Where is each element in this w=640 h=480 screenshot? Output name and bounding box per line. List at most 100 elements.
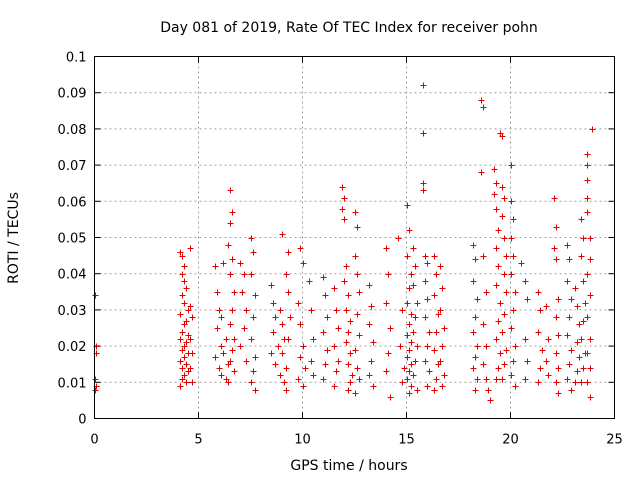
data-point <box>248 336 255 343</box>
data-point <box>331 285 338 292</box>
data-point <box>216 365 223 372</box>
data-point <box>227 220 234 227</box>
data-point <box>439 383 446 390</box>
data-point <box>439 343 446 350</box>
data-point <box>487 397 494 404</box>
data-point <box>414 343 421 350</box>
data-point <box>433 329 440 336</box>
data-point <box>181 300 188 307</box>
data-point <box>189 314 196 321</box>
data-point <box>422 253 429 260</box>
data-point <box>352 347 359 354</box>
data-point <box>412 263 419 270</box>
data-point <box>580 318 587 325</box>
data-point <box>424 260 431 267</box>
data-point <box>248 379 255 386</box>
data-point <box>543 358 550 365</box>
data-point <box>406 368 413 375</box>
data-point <box>341 278 348 285</box>
y-tick-label: 0.09 <box>58 87 87 102</box>
data-point <box>555 332 562 339</box>
data-point <box>551 245 558 252</box>
data-point <box>508 198 515 205</box>
data-point <box>420 130 427 137</box>
data-point <box>229 347 236 354</box>
data-point <box>227 358 234 365</box>
data-point <box>587 235 594 242</box>
data-point <box>545 372 552 379</box>
data-point <box>300 260 307 267</box>
data-point <box>231 368 238 375</box>
data-point <box>354 224 361 231</box>
x-tick-label: 10 <box>294 433 311 448</box>
data-point <box>179 292 186 299</box>
data-point <box>474 343 481 350</box>
chart-title: Day 081 of 2019, Rate Of TEC Index for r… <box>160 20 538 36</box>
data-point <box>493 376 500 383</box>
data-point <box>223 336 230 343</box>
data-point <box>587 394 594 401</box>
data-point <box>510 253 517 260</box>
data-point <box>370 339 377 346</box>
data-point <box>426 329 433 336</box>
data-point <box>408 271 415 278</box>
plot-frame <box>94 56 615 419</box>
data-point <box>472 314 479 321</box>
data-point <box>470 278 477 285</box>
data-point <box>410 329 417 336</box>
data-point <box>383 245 390 252</box>
data-point <box>241 325 248 332</box>
data-point <box>572 285 579 292</box>
data-point <box>343 263 350 270</box>
data-point <box>347 379 354 386</box>
data-point <box>250 249 257 256</box>
data-point <box>522 376 529 383</box>
data-point <box>218 314 225 321</box>
data-point <box>368 303 375 310</box>
data-point <box>237 343 244 350</box>
data-point <box>587 365 594 372</box>
data-point <box>368 358 375 365</box>
data-point <box>431 347 438 354</box>
data-point <box>584 379 591 386</box>
data-point <box>424 296 431 303</box>
data-point <box>366 372 373 379</box>
data-point <box>483 343 490 350</box>
data-point <box>241 271 248 278</box>
data-point <box>553 314 560 321</box>
data-point <box>383 300 390 307</box>
data-point <box>584 177 591 184</box>
data-point <box>470 329 477 336</box>
data-point <box>310 336 317 343</box>
data-point <box>574 303 581 310</box>
data-point <box>179 253 186 260</box>
y-tick-label: 0.07 <box>58 159 87 174</box>
data-point <box>493 206 500 213</box>
data-point <box>181 372 188 379</box>
data-point <box>495 318 502 325</box>
data-point <box>404 354 411 361</box>
data-point <box>572 379 579 386</box>
data-point <box>580 365 587 372</box>
data-point <box>497 350 504 357</box>
data-point <box>582 300 589 307</box>
data-point <box>179 271 186 278</box>
data-point <box>187 245 194 252</box>
data-point <box>437 307 444 314</box>
y-tick-label: 0.01 <box>58 376 87 391</box>
data-point <box>283 387 290 394</box>
data-point <box>387 394 394 401</box>
data-point <box>302 365 309 372</box>
data-point <box>252 387 259 394</box>
data-point <box>395 235 402 242</box>
data-point <box>508 235 515 242</box>
data-point <box>437 358 444 365</box>
data-point <box>441 325 448 332</box>
data-point <box>587 336 594 343</box>
data-point <box>356 289 363 296</box>
data-point <box>524 296 531 303</box>
data-point <box>478 169 485 176</box>
data-point <box>412 358 419 365</box>
data-point <box>272 314 279 321</box>
data-point <box>422 278 429 285</box>
